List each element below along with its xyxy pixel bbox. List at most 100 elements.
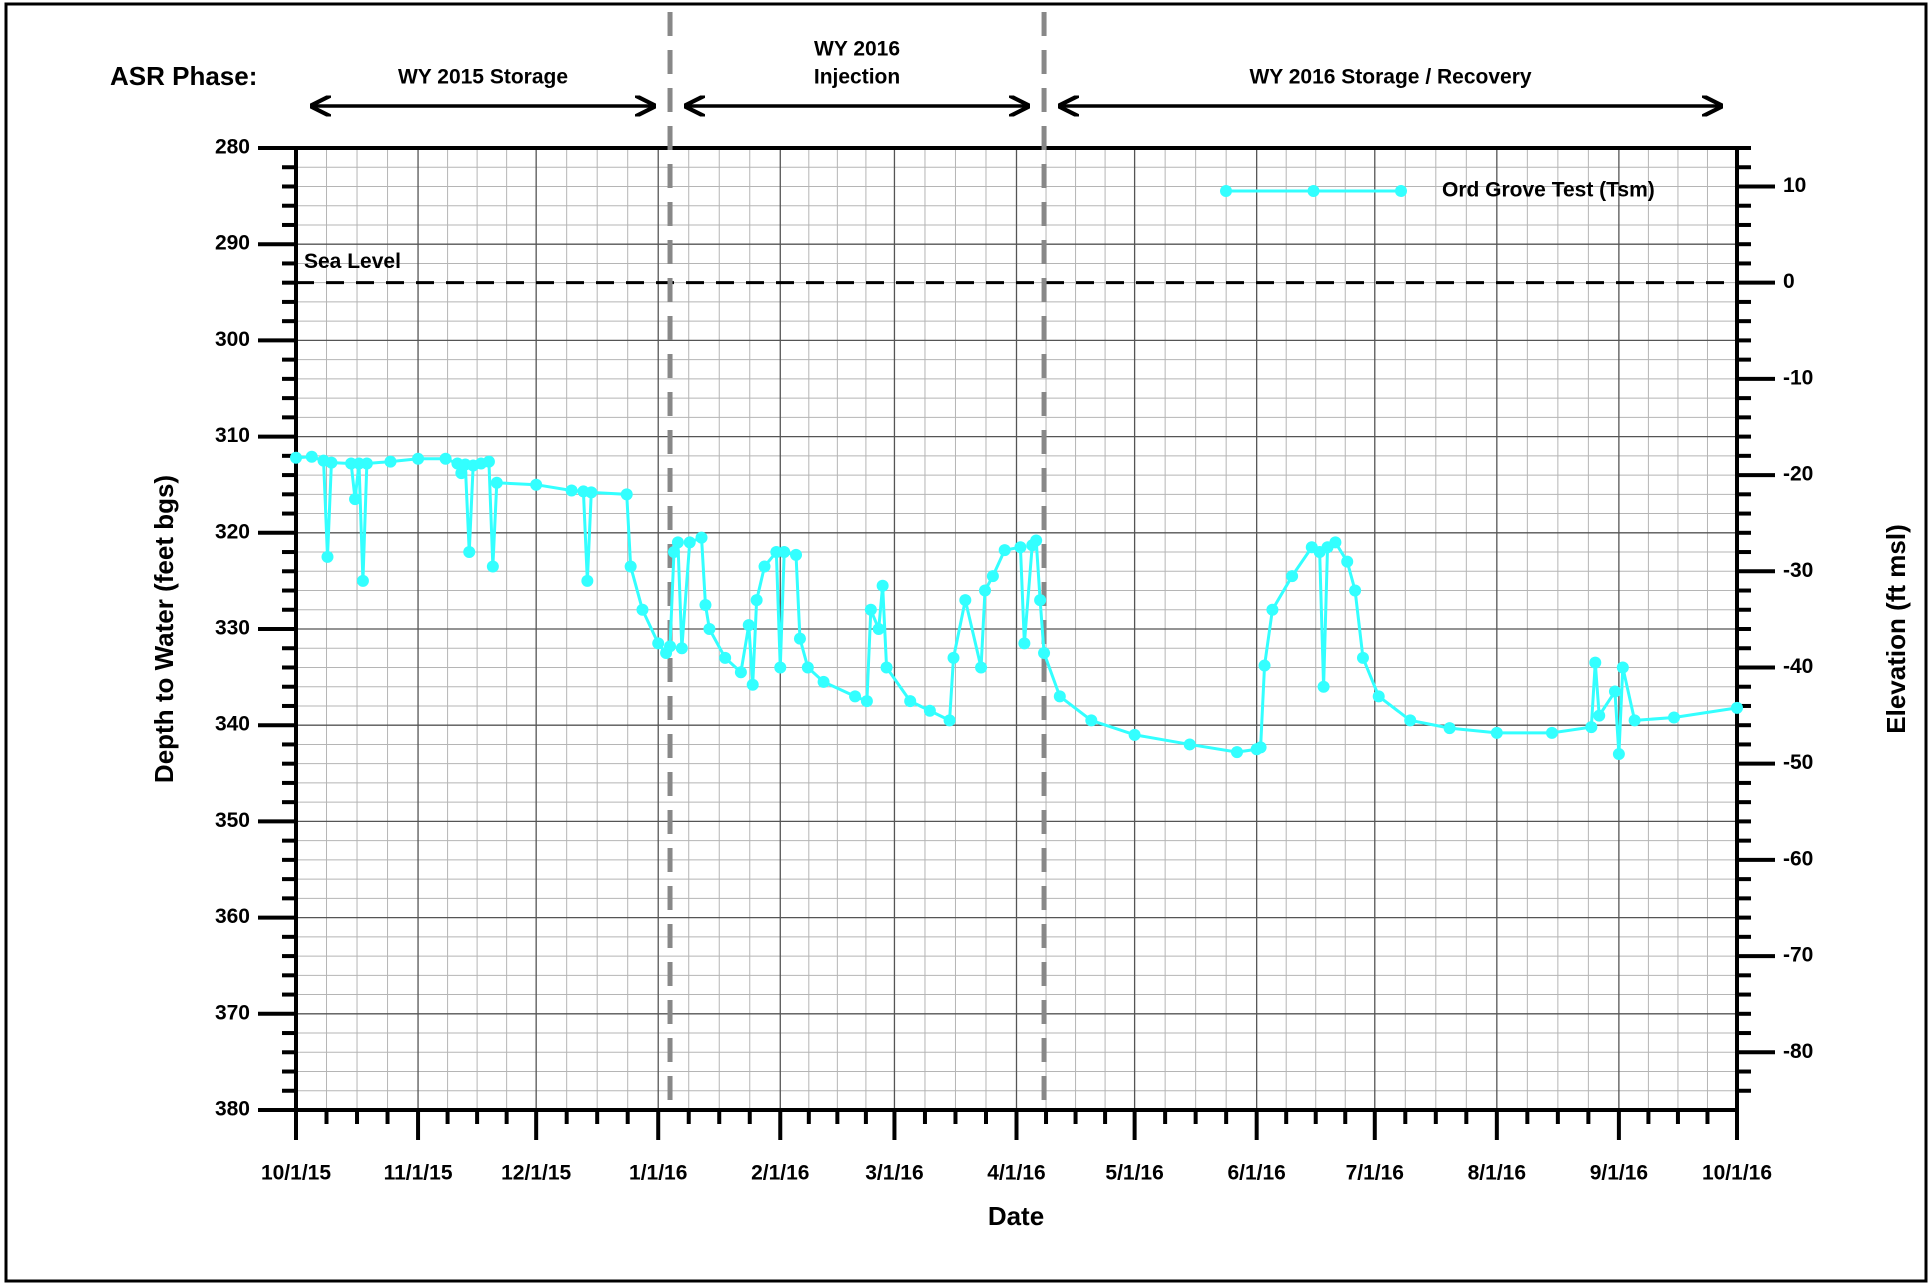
data-point [1372, 690, 1385, 703]
data-point [1018, 637, 1031, 650]
y-axis-title: Depth to Water (feet bgs) [149, 475, 179, 783]
legend-marker [1220, 185, 1232, 197]
data-point [975, 661, 988, 674]
data-point [746, 678, 759, 691]
frame [4, 2, 1928, 1283]
data-point [667, 546, 680, 559]
data-point [1254, 741, 1267, 754]
x-tick-label: 10/1/16 [1702, 1162, 1772, 1185]
data-point [384, 455, 397, 468]
data-point [1668, 711, 1681, 724]
y2-tick-label: -10 [1783, 366, 1813, 389]
phase-label: Injection [814, 66, 900, 89]
data-point [1443, 722, 1456, 735]
data-point [1593, 709, 1606, 722]
data-point [1317, 680, 1330, 693]
y2-tick-label: -30 [1783, 559, 1813, 582]
y-tick-label: 340 [215, 713, 250, 736]
data-point [742, 619, 755, 632]
legend-label: Ord Grove Test (Tsm) [1442, 179, 1655, 202]
data-point [695, 531, 708, 544]
y-tick-label: 380 [215, 1098, 250, 1121]
data-point [683, 536, 696, 549]
x-axis-title: Date [988, 1201, 1044, 1231]
data-point [986, 570, 999, 583]
data-point [664, 640, 677, 653]
data-point [778, 546, 791, 559]
plot-border [294, 146, 1739, 1112]
y-tick-label: 280 [215, 136, 250, 159]
data-point [356, 574, 369, 587]
y-tick-label: 320 [215, 520, 250, 543]
y-tick-label: 360 [215, 905, 250, 928]
data-point [1286, 570, 1299, 583]
data-point [1053, 690, 1066, 703]
data-point [412, 452, 425, 465]
data-point [904, 695, 917, 708]
data-point [943, 714, 956, 727]
data-point [947, 651, 960, 664]
data-point [864, 603, 877, 616]
y-tick-label: 290 [215, 232, 250, 255]
data-point [1612, 748, 1625, 761]
x-tick-label: 7/1/16 [1346, 1162, 1404, 1185]
data-point [636, 603, 649, 616]
data-point [1034, 594, 1047, 607]
data-point [671, 536, 684, 549]
data-point [998, 544, 1011, 557]
y2-tick-label: -20 [1783, 463, 1813, 486]
data-point [482, 455, 495, 468]
x-tick-label: 4/1/16 [987, 1162, 1045, 1185]
y-tick-label: 370 [215, 1001, 250, 1024]
x-tick-label: 8/1/16 [1468, 1162, 1526, 1185]
data-point [1014, 541, 1027, 554]
data-point [290, 451, 302, 464]
data-point [801, 661, 814, 674]
x-tick-label: 11/1/15 [384, 1162, 453, 1185]
data-point [699, 598, 712, 611]
y2-tick-label: 10 [1783, 174, 1806, 197]
y-tick-label: 330 [215, 617, 250, 640]
data-point [880, 661, 893, 674]
data-point [1266, 603, 1279, 616]
data-point [774, 661, 787, 674]
x-tick-label: 3/1/16 [865, 1162, 923, 1185]
data-point [1038, 647, 1051, 660]
data-point [530, 478, 543, 491]
data-point [349, 493, 362, 506]
data-point [750, 594, 763, 607]
data-point [321, 550, 334, 563]
data-point [876, 579, 889, 592]
data-point [1230, 746, 1243, 759]
legend-marker [1395, 185, 1407, 197]
data-point [758, 560, 771, 573]
data-point [463, 546, 476, 559]
data-point [1329, 536, 1342, 549]
data-point [1341, 555, 1354, 568]
data-point [1616, 661, 1629, 674]
data-point [581, 574, 594, 587]
data-point [1030, 534, 1043, 547]
y2-tick-label: -50 [1783, 751, 1813, 774]
data-point [1608, 685, 1621, 698]
y2-tick-label: -70 [1783, 944, 1813, 967]
data-point [790, 548, 803, 561]
data-point [585, 486, 598, 499]
data-point [620, 488, 633, 501]
data-point [1356, 651, 1369, 664]
data-point [979, 584, 992, 597]
data-point [490, 476, 503, 489]
x-tick-label: 5/1/16 [1105, 1162, 1163, 1185]
data-point [959, 594, 972, 607]
data-point [652, 637, 665, 650]
data-point [1490, 726, 1503, 739]
y-tick-label: 310 [215, 424, 250, 447]
data-point [719, 651, 732, 664]
data-point [1731, 701, 1743, 714]
data-point [439, 452, 452, 465]
data-point [675, 642, 688, 655]
x-tick-label: 1/1/16 [629, 1162, 687, 1185]
data-point [1589, 656, 1602, 669]
data-point [1628, 714, 1641, 727]
